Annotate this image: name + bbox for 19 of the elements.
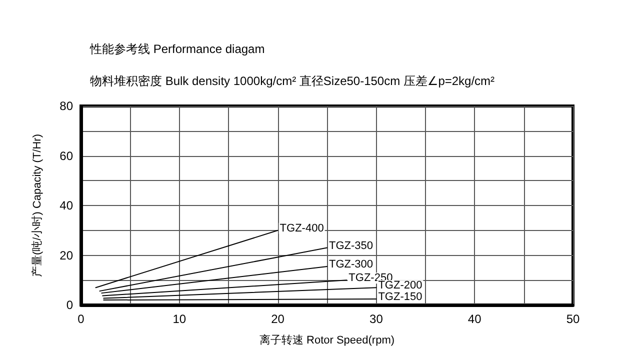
y-tick-label: 0 bbox=[66, 298, 74, 312]
x-tick-label: 30 bbox=[370, 312, 384, 326]
y-tick-label: 40 bbox=[60, 198, 74, 212]
y-tick-label: 60 bbox=[60, 148, 74, 163]
x-tick-label: 10 bbox=[172, 312, 186, 326]
y-tick-label: 20 bbox=[60, 248, 74, 262]
series-label: TGZ-150 bbox=[378, 291, 422, 304]
chart-subtitle: 物料堆积密度 Bulk density 1000kg/cm² 直径Size50-150cm 压差∠p=2kg/cm² bbox=[90, 74, 495, 88]
y-tick-label: 80 bbox=[60, 99, 74, 113]
y-axis-title: 产量(吨/小时) Capacity (T/Hr) bbox=[30, 134, 44, 277]
x-axis-title: 离子转速 Rotor Speed(rpm) bbox=[259, 334, 395, 346]
x-tick-label: 40 bbox=[468, 312, 482, 326]
chart-title: 性能参考线 Performance diagam bbox=[89, 42, 265, 56]
x-tick-label: 50 bbox=[566, 312, 580, 326]
x-tick-label: 0 bbox=[78, 312, 85, 326]
series-label: TGZ-350 bbox=[329, 240, 374, 252]
series-label: TGZ-400 bbox=[280, 222, 324, 234]
x-tick-label: 20 bbox=[271, 312, 285, 326]
series-label: TGZ-300 bbox=[329, 258, 374, 270]
